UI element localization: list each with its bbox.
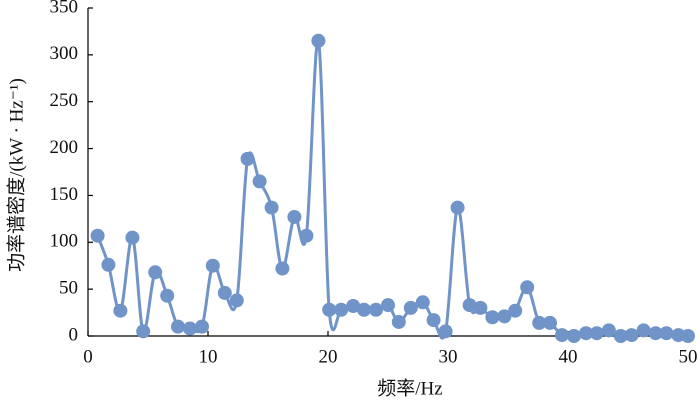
y-tick-label: 250 (50, 90, 79, 111)
data-point (579, 326, 593, 341)
data-point (567, 329, 581, 343)
data-point (426, 313, 441, 328)
data-point (497, 309, 512, 324)
data-point (357, 302, 371, 317)
y-tick-label: 0 (69, 324, 79, 345)
data-point (391, 314, 406, 329)
data-point (136, 324, 151, 339)
data-point (543, 315, 557, 330)
data-point (205, 258, 220, 273)
data-point (113, 303, 128, 318)
x-tick-label: 30 (439, 346, 458, 367)
data-point (438, 324, 453, 339)
x-tick-label: 0 (83, 346, 93, 367)
data-point (659, 326, 674, 341)
data-point (369, 302, 383, 317)
data-point (648, 326, 663, 341)
data-point (508, 303, 523, 318)
data-point (101, 257, 116, 272)
data-point (624, 328, 639, 343)
x-tick-label: 20 (319, 346, 338, 367)
x-tick-label: 40 (559, 346, 578, 367)
y-tick-label: 50 (59, 278, 78, 299)
y-tick-label: 350 (50, 0, 79, 17)
data-point (299, 228, 314, 243)
data-point (485, 310, 500, 325)
x-tick-label: 50 (679, 346, 698, 367)
data-point (520, 280, 535, 295)
data-point (450, 200, 465, 215)
data-point (636, 323, 651, 338)
data-point (532, 315, 547, 330)
series-line (96, 39, 689, 340)
x-axis-label: 频率/Hz (377, 377, 442, 399)
data-point (217, 285, 232, 300)
data-point (322, 302, 337, 317)
data-point (160, 288, 175, 303)
data-point (240, 151, 255, 166)
y-tick-label: 150 (50, 184, 79, 205)
data-point (462, 298, 477, 313)
y-tick-label: 200 (50, 137, 79, 158)
x-tick-label: 10 (199, 346, 218, 367)
y-tick-label: 100 (50, 231, 79, 252)
data-point (681, 329, 695, 343)
data-point (601, 323, 616, 338)
data-point (195, 319, 209, 334)
data-point (589, 326, 604, 341)
data-point (403, 300, 418, 315)
data-point (125, 230, 140, 245)
data-point (275, 261, 290, 276)
data-point (148, 265, 163, 280)
data-point (264, 200, 279, 215)
data-point (415, 295, 430, 310)
y-tick-label: 300 (50, 43, 79, 64)
data-point (346, 299, 361, 314)
data-point (311, 33, 326, 48)
data-point (473, 300, 488, 315)
data-point (334, 302, 349, 317)
data-point (229, 293, 244, 308)
data-point (613, 329, 628, 343)
data-point (90, 228, 105, 243)
y-axis-label: 功率谱密度/(kW · Hz⁻¹) (5, 78, 27, 272)
data-point (252, 174, 267, 189)
data-point (183, 321, 197, 336)
data-point (381, 298, 395, 313)
data-point (555, 328, 569, 343)
data-point (287, 209, 302, 224)
data-point (171, 319, 185, 334)
